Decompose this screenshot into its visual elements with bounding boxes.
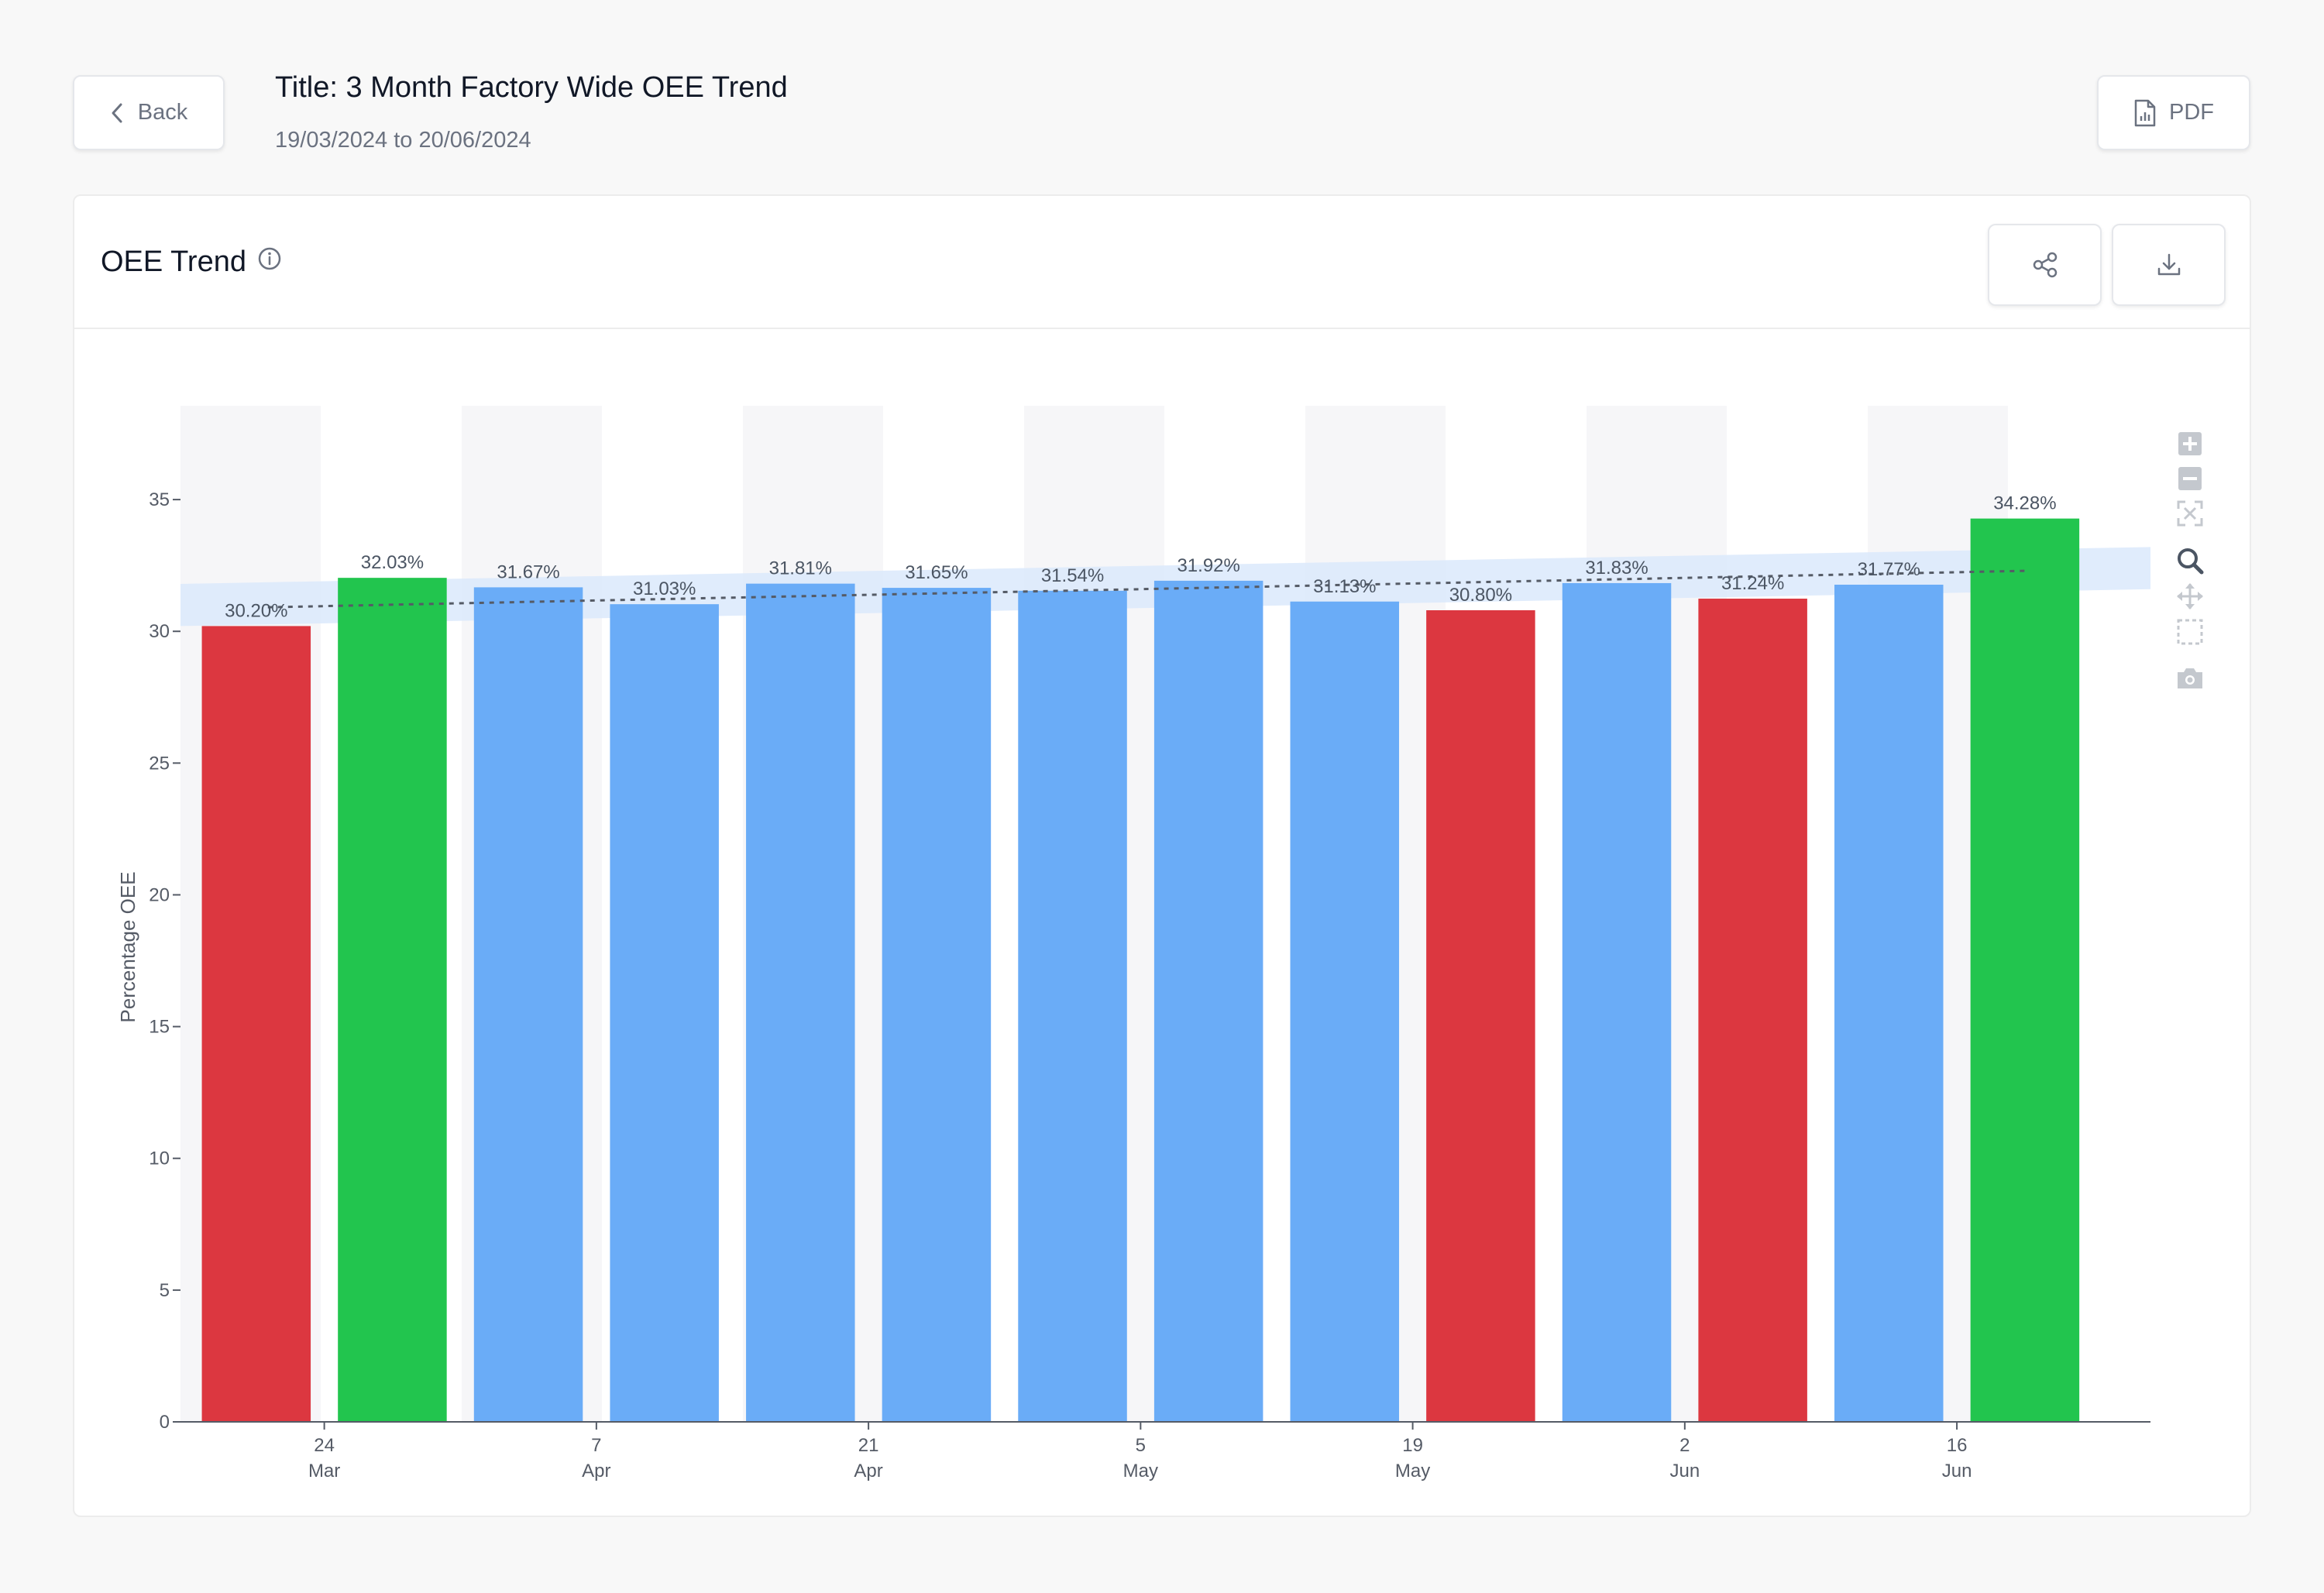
bar-7[interactable] — [1018, 590, 1127, 1422]
x-tick-month: Jun — [1942, 1461, 1972, 1481]
bar-2[interactable] — [338, 578, 447, 1422]
x-tick-day: 24 — [314, 1435, 335, 1456]
data-label-13: 31.77% — [1858, 559, 1920, 580]
card-header: OEE Trend — [74, 196, 2250, 329]
x-tick-month: Apr — [854, 1461, 882, 1481]
bars-layer — [201, 518, 2080, 1423]
pdf-button[interactable]: PDF — [2097, 75, 2250, 150]
bar-13[interactable] — [1834, 584, 1944, 1422]
autoscale-icon[interactable] — [2177, 500, 2203, 527]
data-label-4: 31.03% — [633, 578, 696, 599]
y-axis: 0 5 10 15 20 25 30 35 — [149, 489, 180, 1433]
y-tick-label: 10 — [149, 1148, 170, 1169]
data-label-6: 31.65% — [905, 562, 968, 583]
x-tick-month: Apr — [582, 1461, 610, 1481]
bar-10[interactable] — [1426, 610, 1535, 1422]
pdf-label: PDF — [2169, 100, 2214, 125]
x-tick-day: 19 — [1402, 1435, 1423, 1456]
card-title: OEE Trend — [101, 245, 282, 279]
bar-14[interactable] — [1970, 518, 2080, 1422]
pan-icon[interactable] — [2177, 583, 2203, 609]
zoom-icon[interactable] — [2178, 548, 2204, 575]
x-axis: 24 Mar 7 Apr 21 Apr 5 May 19 May 2 Jun 16 Jun — [180, 1421, 2150, 1481]
back-label: Back — [137, 100, 188, 125]
trend-line — [267, 569, 2029, 609]
y-tick-label: 0 — [160, 1412, 170, 1433]
data-label-14: 34.28% — [1993, 493, 2056, 514]
oee-trend-card: OEE Trend — [73, 194, 2251, 1517]
y-axis-title: Percentage OEE — [116, 871, 139, 1022]
data-label-8: 31.92% — [1177, 555, 1239, 576]
data-label-12: 31.24% — [1721, 573, 1784, 594]
data-labels-layer: 30.20% 32.03% 31.67% 31.03% 31.81% 31.65% 31.5… — [225, 493, 2056, 622]
bar-9[interactable] — [1290, 601, 1400, 1422]
data-label-7: 31.54% — [1041, 565, 1104, 586]
x-tick-day: 7 — [591, 1435, 601, 1456]
x-tick-day: 2 — [1679, 1435, 1690, 1456]
y-tick-label: 20 — [149, 884, 170, 905]
share-button[interactable] — [1988, 224, 2102, 306]
data-label-9: 31.13% — [1313, 576, 1376, 597]
oee-bar-chart: 30.20% 32.03% 31.67% 31.03% 31.81% 31.65% 31.5… — [116, 406, 2204, 1481]
page-title: Title: 3 Month Factory Wide OEE Trend — [275, 71, 788, 104]
pdf-file-icon — [2133, 99, 2157, 127]
bar-5[interactable] — [746, 583, 855, 1422]
info-icon[interactable] — [257, 245, 282, 279]
download-button[interactable] — [2112, 224, 2226, 306]
x-tick-month: Mar — [308, 1461, 340, 1481]
x-tick-month: Jun — [1669, 1461, 1700, 1481]
data-label-11: 31.83% — [1585, 558, 1648, 578]
back-button[interactable]: Back — [73, 75, 225, 150]
download-icon — [2156, 252, 2182, 278]
bar-12[interactable] — [1698, 599, 1807, 1422]
y-tick-label: 25 — [149, 753, 170, 774]
y-tick-label: 5 — [160, 1280, 170, 1301]
box-select-icon[interactable] — [2177, 619, 2203, 645]
x-tick-day: 21 — [858, 1435, 879, 1456]
x-tick-day: 16 — [1947, 1435, 1968, 1456]
chart-modebar — [2177, 432, 2204, 688]
data-label-10: 30.80% — [1449, 585, 1512, 606]
bar-8[interactable] — [1153, 580, 1263, 1422]
bar-4[interactable] — [610, 604, 719, 1422]
data-label-3: 31.67% — [497, 561, 559, 582]
x-tick-day: 5 — [1136, 1435, 1146, 1456]
y-tick-label: 15 — [149, 1017, 170, 1038]
camera-icon[interactable] — [2178, 668, 2202, 688]
data-label-1: 30.20% — [225, 600, 287, 621]
zoom-out-icon[interactable] — [2178, 467, 2202, 490]
x-tick-month: May — [1395, 1461, 1430, 1481]
bar-3[interactable] — [473, 587, 583, 1422]
trend-line-layer — [267, 569, 2029, 609]
zoom-in-icon[interactable] — [2178, 432, 2202, 455]
data-label-2: 32.03% — [361, 552, 424, 573]
bar-6[interactable] — [882, 588, 992, 1422]
card-title-text: OEE Trend — [101, 245, 246, 278]
chevron-left-icon — [110, 102, 124, 124]
date-range: 19/03/2024 to 20/06/2024 — [275, 128, 531, 153]
bar-1[interactable] — [201, 626, 311, 1423]
x-tick-month: May — [1123, 1461, 1158, 1481]
y-tick-label: 35 — [149, 489, 170, 510]
data-label-5: 31.81% — [769, 558, 832, 579]
share-icon — [2031, 251, 2059, 279]
bar-11[interactable] — [1562, 582, 1672, 1422]
y-tick-label: 30 — [149, 621, 170, 642]
